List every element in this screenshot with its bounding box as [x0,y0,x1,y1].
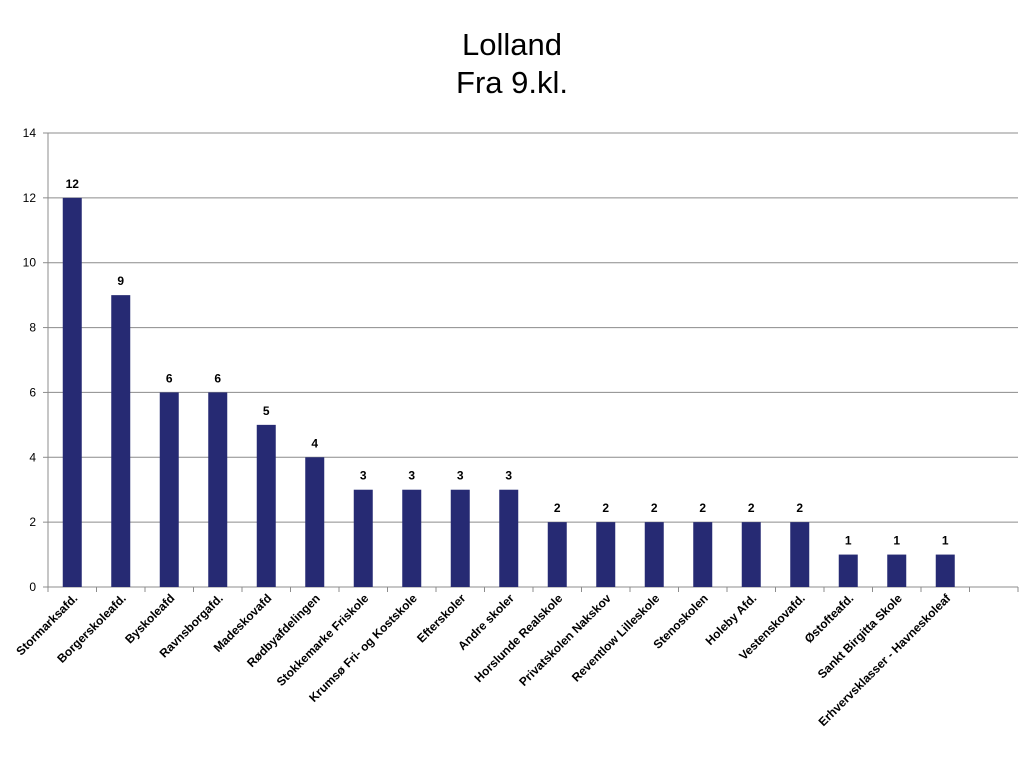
bar [838,554,858,587]
bar [887,554,907,587]
data-label: 2 [699,501,706,515]
y-tick-label: 10 [23,256,37,270]
data-label: 6 [214,371,221,385]
x-tick-label: Sankt Birgitta Skole [815,591,905,681]
bar [790,522,810,587]
data-label: 6 [166,371,173,385]
bar [402,489,422,587]
bar [935,554,955,587]
y-tick-label: 0 [29,580,36,594]
data-label: 2 [554,501,561,515]
bar [693,522,713,587]
data-label: 3 [360,469,367,483]
data-label: 12 [66,177,80,191]
y-tick-label: 14 [23,126,37,140]
bar [741,522,761,587]
x-tick-label: Reventlow Lilleskole [569,591,663,685]
chart-subtitle: Fra 9.kl. [456,65,568,100]
bar [62,197,82,587]
data-label: 1 [893,534,900,548]
y-tick-label: 2 [29,515,36,529]
bar [644,522,664,587]
bar [111,295,131,587]
data-label: 3 [457,469,464,483]
bar [596,522,616,587]
data-label: 4 [311,436,318,450]
data-label: 3 [505,469,512,483]
bar [353,489,373,587]
bar [208,392,228,587]
bar [159,392,179,587]
bar [305,457,325,587]
bar [256,424,276,587]
x-tick-label: Stokkemarke Friskole [274,591,372,689]
data-label: 1 [845,534,852,548]
data-label: 2 [602,501,609,515]
y-tick-label: 4 [29,450,36,464]
y-tick-label: 6 [29,385,36,399]
y-tick-label: 12 [23,191,37,205]
data-label: 3 [408,469,415,483]
data-label: 2 [651,501,658,515]
y-tick-label: 8 [29,321,36,335]
x-tick-label: Horslunde Realskole [472,591,566,685]
data-label: 9 [117,274,124,288]
bar [499,489,519,587]
data-label: 2 [796,501,803,515]
chart-title: Lolland [462,27,562,62]
data-label: 1 [942,534,949,548]
data-label: 2 [748,501,755,515]
data-label: 5 [263,404,270,418]
bar [547,522,567,587]
x-tick-label: Privatskolen Nakskov [516,591,614,689]
chart-title-block: Lolland Fra 9.kl. [0,26,1024,102]
bar [450,489,470,587]
